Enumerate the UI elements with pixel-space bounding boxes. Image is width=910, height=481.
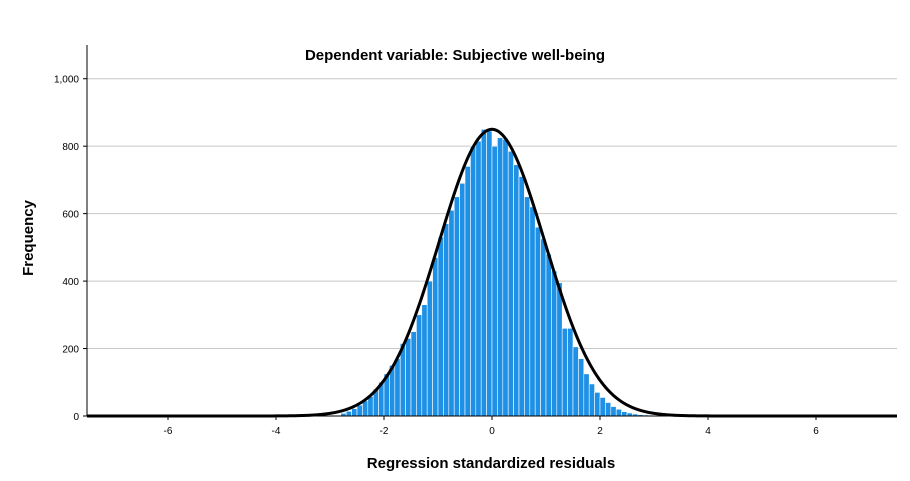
histogram-bar bbox=[610, 406, 617, 417]
histogram-bar bbox=[345, 410, 352, 417]
histogram-bar bbox=[432, 257, 439, 417]
histogram-bar bbox=[448, 209, 455, 417]
histogram-bar bbox=[583, 373, 590, 417]
histogram-bar bbox=[410, 331, 417, 417]
x-tick-labels: -6 -4 -2 0 2 4 6 bbox=[164, 416, 819, 437]
histogram-bar bbox=[524, 196, 531, 417]
histogram-bar bbox=[399, 343, 406, 417]
histogram-bar bbox=[540, 238, 547, 417]
x-tick-label: -2 bbox=[380, 426, 389, 437]
histogram-bar bbox=[453, 196, 460, 417]
y-tick-label: 800 bbox=[62, 142, 79, 153]
y-tick-label: 400 bbox=[62, 277, 79, 288]
histogram-bar bbox=[437, 236, 444, 417]
histogram-bar bbox=[513, 164, 520, 417]
histogram-bar bbox=[394, 358, 401, 417]
histogram-bar bbox=[507, 150, 514, 417]
histogram-bar bbox=[594, 392, 601, 417]
histogram-bar bbox=[578, 358, 585, 417]
histogram-bar bbox=[588, 383, 595, 417]
histogram-bar bbox=[561, 328, 568, 417]
histogram-bar bbox=[416, 314, 423, 417]
x-tick-label: 4 bbox=[705, 426, 711, 437]
histogram-bar bbox=[605, 402, 612, 417]
histogram-bar bbox=[529, 206, 536, 417]
histogram-bar bbox=[426, 280, 433, 417]
histogram-bar bbox=[502, 139, 509, 417]
histogram-bar bbox=[443, 223, 450, 417]
y-tick-label: 0 bbox=[73, 412, 79, 423]
histogram-bar bbox=[556, 282, 563, 417]
histogram-bar bbox=[615, 408, 622, 417]
x-tick-label: -6 bbox=[164, 426, 173, 437]
x-tick-label: 2 bbox=[597, 426, 603, 437]
histogram-bar bbox=[491, 145, 498, 417]
histogram-bar bbox=[486, 130, 493, 417]
histogram-bar bbox=[421, 304, 428, 417]
histogram-bar bbox=[351, 408, 358, 417]
y-tick-label: 1,000 bbox=[54, 75, 79, 86]
y-tick-label: 600 bbox=[62, 210, 79, 221]
x-tick-label: 0 bbox=[489, 426, 495, 437]
histogram-bar bbox=[534, 226, 541, 417]
histogram-bar bbox=[464, 166, 471, 417]
histogram-bar bbox=[621, 411, 628, 417]
histogram-bars bbox=[340, 129, 655, 417]
chart-title: Dependent variable: Subjective well-bein… bbox=[305, 47, 605, 64]
histogram-bar bbox=[545, 253, 552, 417]
histogram-bar bbox=[599, 397, 606, 417]
histogram-bar bbox=[567, 328, 574, 417]
x-tick-label: 6 bbox=[813, 426, 819, 437]
y-tick-labels: 0 200 400 600 800 1,000 bbox=[54, 75, 87, 423]
histogram-bar bbox=[470, 145, 477, 417]
x-tick-label: -4 bbox=[272, 426, 281, 437]
histogram-bar bbox=[356, 404, 363, 417]
histogram-bar bbox=[480, 129, 487, 417]
histogram-bar bbox=[497, 137, 504, 417]
histogram-bar bbox=[362, 400, 369, 417]
histogram-bar bbox=[551, 270, 558, 417]
y-tick-label: 200 bbox=[62, 345, 79, 356]
histogram-bar bbox=[405, 338, 412, 417]
histogram-bar bbox=[367, 396, 374, 417]
histogram-bar bbox=[475, 140, 482, 417]
histogram-bar bbox=[572, 346, 579, 417]
x-axis-label: Regression standardized residuals bbox=[367, 455, 615, 472]
histogram-bar bbox=[518, 176, 525, 417]
y-axis-label: Frequency bbox=[20, 199, 37, 276]
histogram-bar bbox=[459, 182, 466, 417]
